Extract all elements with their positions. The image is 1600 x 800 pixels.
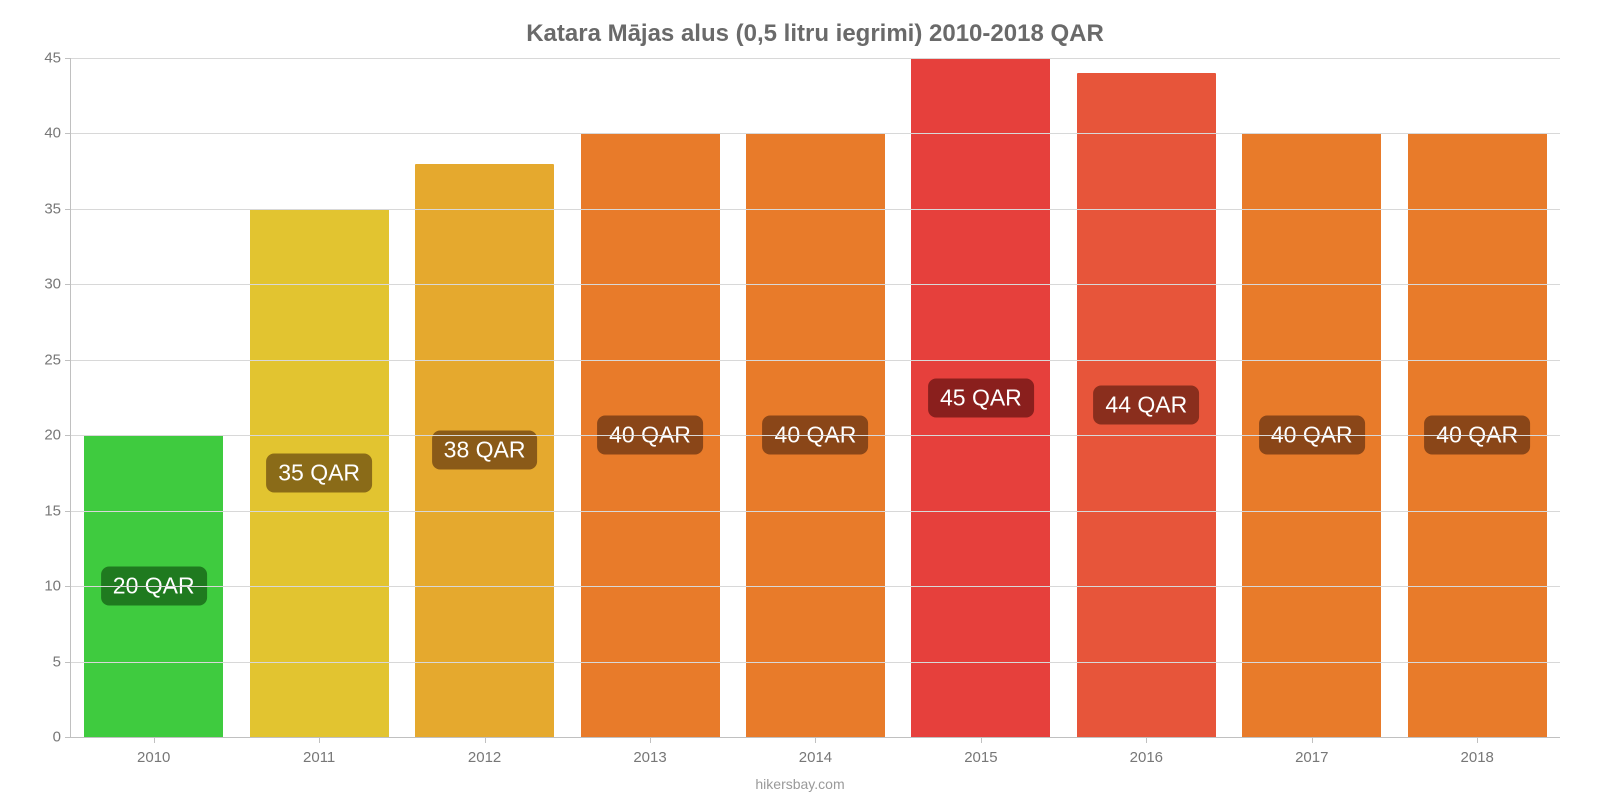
gridline bbox=[71, 209, 1560, 210]
x-tick-mark bbox=[1477, 737, 1478, 743]
gridline bbox=[71, 435, 1560, 436]
x-tick-mark bbox=[485, 737, 486, 743]
x-tick-mark bbox=[981, 737, 982, 743]
bar: 44 QAR bbox=[1077, 73, 1216, 737]
chart-container: Katara Mājas alus (0,5 litru iegrimi) 20… bbox=[0, 0, 1600, 800]
y-tick-mark bbox=[65, 284, 71, 285]
bar-slot: 40 QAR2014 bbox=[733, 58, 898, 737]
gridline bbox=[71, 586, 1560, 587]
gridline bbox=[71, 360, 1560, 361]
bar-value-label: 35 QAR bbox=[266, 453, 372, 492]
bar: 38 QAR bbox=[415, 164, 554, 737]
bar-slot: 40 QAR2017 bbox=[1229, 58, 1394, 737]
bar-slot: 40 QAR2013 bbox=[567, 58, 732, 737]
bar-value-label: 44 QAR bbox=[1093, 386, 1199, 425]
bar-slot: 40 QAR2018 bbox=[1395, 58, 1560, 737]
y-tick-mark bbox=[65, 586, 71, 587]
bar-slot: 44 QAR2016 bbox=[1064, 58, 1229, 737]
gridline bbox=[71, 662, 1560, 663]
bar-slot: 38 QAR2012 bbox=[402, 58, 567, 737]
x-tick-mark bbox=[1312, 737, 1313, 743]
attribution-text: hikersbay.com bbox=[755, 776, 844, 792]
x-tick-mark bbox=[650, 737, 651, 743]
y-tick-mark bbox=[65, 511, 71, 512]
x-tick-mark bbox=[319, 737, 320, 743]
chart-title: Katara Mājas alus (0,5 litru iegrimi) 20… bbox=[70, 20, 1560, 48]
y-tick-mark bbox=[65, 58, 71, 59]
x-tick-mark bbox=[154, 737, 155, 743]
y-tick-mark bbox=[65, 360, 71, 361]
y-tick-mark bbox=[65, 662, 71, 663]
gridline bbox=[71, 133, 1560, 134]
y-tick-mark bbox=[65, 435, 71, 436]
bar-slot: 35 QAR2011 bbox=[236, 58, 401, 737]
plot-area: 20 QAR201035 QAR201138 QAR201240 QAR2013… bbox=[70, 58, 1560, 738]
bar-slot: 45 QAR2015 bbox=[898, 58, 1063, 737]
bar-value-label: 45 QAR bbox=[928, 378, 1034, 417]
gridline bbox=[71, 511, 1560, 512]
gridline bbox=[71, 284, 1560, 285]
bar-slot: 20 QAR2010 bbox=[71, 58, 236, 737]
bars-row: 20 QAR201035 QAR201138 QAR201240 QAR2013… bbox=[71, 58, 1560, 737]
gridline bbox=[71, 58, 1560, 59]
bar: 35 QAR bbox=[250, 209, 389, 737]
y-tick-mark bbox=[65, 209, 71, 210]
bar: 45 QAR bbox=[911, 58, 1050, 737]
y-tick-mark bbox=[65, 133, 71, 134]
y-tick-mark bbox=[65, 737, 71, 738]
x-tick-mark bbox=[1146, 737, 1147, 743]
bar-value-label: 38 QAR bbox=[432, 431, 538, 470]
x-tick-mark bbox=[815, 737, 816, 743]
